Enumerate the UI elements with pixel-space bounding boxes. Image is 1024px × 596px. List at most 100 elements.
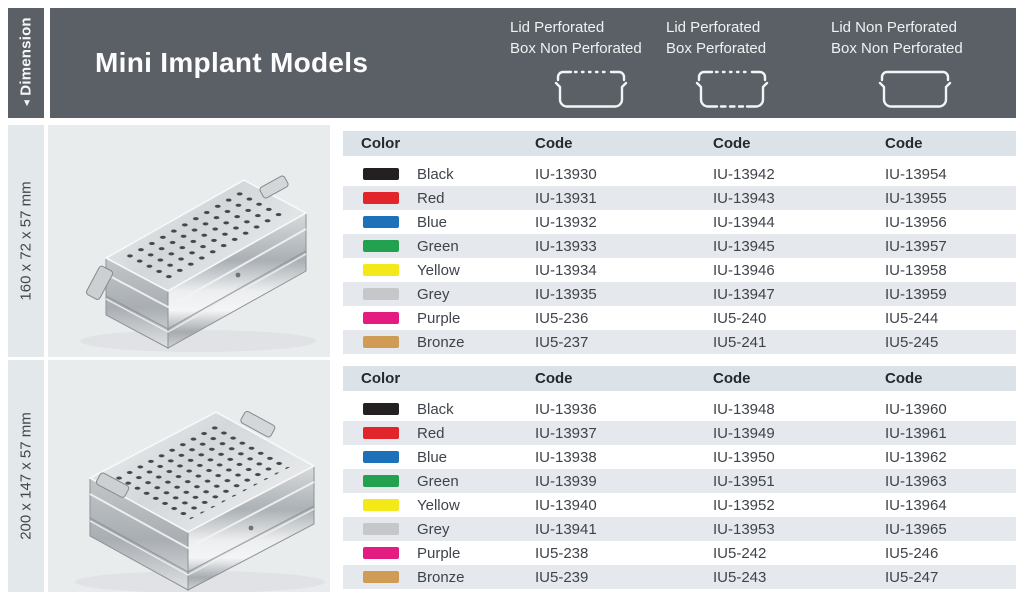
table-row: Green IU-13939 IU-13951 IU-13963 [343,469,1016,493]
color-name: Black [417,400,454,418]
color-swatch [363,571,399,583]
table-body: Black IU-13936 IU-13948 IU-13960 Red IU-… [343,397,1016,589]
code-value: IU-13950 [713,448,775,466]
dimension-tab-label: Dimension [17,17,35,96]
code-value: IU5-243 [713,568,767,586]
table-row: Black IU-13936 IU-13948 IU-13960 [343,397,1016,421]
column-header-line2: Box Non Perforated [510,40,642,57]
dimension-label: 160 x 72 x 57 mm [17,181,35,301]
column-header-code-3: Code [885,135,923,152]
table-row: Red IU-13931 IU-13943 IU-13955 [343,186,1016,210]
column-header-line2: Box Non Perforated [831,40,963,57]
code-value: IU5-245 [885,333,939,351]
code-value: IU-13933 [535,237,597,255]
code-value: IU-13956 [885,213,947,231]
code-value: IU-13935 [535,285,597,303]
color-name: Yellow [417,496,460,514]
color-name: Purple [417,309,461,327]
code-value: IU5-242 [713,544,767,562]
column-header-lid-non-perforated-box-non-perforated: Lid Non Perforated Box Non Perforated [831,17,999,110]
column-header-code-1: Code [535,135,573,152]
lid-perforated-box-non-perforated-icon [554,70,628,108]
color-cell: Yellow [343,262,535,279]
color-cell: Black [343,166,535,183]
color-cell: Black [343,401,535,418]
dimension-strip: 200 x 147 x 57 mm [8,360,44,592]
column-header-lid-perforated-box-non-perforated: Lid Perforated Box Non Perforated [510,17,672,110]
color-cell: Green [343,238,535,255]
code-value: IU5-236 [535,309,589,327]
table-row: Blue IU-13938 IU-13950 IU-13962 [343,445,1016,469]
color-name: Bronze [417,333,465,351]
color-swatch [363,240,399,252]
code-value: IU5-238 [535,544,589,562]
code-value: IU-13965 [885,520,947,538]
column-header-line1: Lid Perforated [510,19,605,36]
code-value: IU-13946 [713,261,775,279]
table-row: Purple IU5-238 IU5-242 IU5-246 [343,541,1016,565]
code-value: IU-13951 [713,472,775,490]
code-value: IU-13932 [535,213,597,231]
code-value: IU-13955 [885,189,947,207]
code-value: IU-13944 [713,213,775,231]
code-value: IU-13964 [885,496,947,514]
color-name: Purple [417,544,461,562]
color-name: Grey [417,285,450,303]
dimension-tab: ▼ Dimension [8,8,44,118]
color-swatch [363,451,399,463]
latch-right [259,175,289,199]
color-swatch [363,192,399,204]
color-name: Black [417,165,454,183]
color-cell: Bronze [343,569,535,586]
column-header-line1: Lid Perforated [666,19,761,36]
code-value: IU-13938 [535,448,597,466]
color-swatch [363,216,399,228]
column-header-line2: Box Perforated [666,40,767,57]
column-header-color: Color [361,370,401,387]
color-name: Red [417,189,445,207]
code-value: IU-13961 [885,424,947,442]
color-swatch [363,312,399,324]
code-value: IU-13948 [713,400,775,418]
code-value: IU-13962 [885,448,947,466]
code-value: IU-13937 [535,424,597,442]
code-value: IU5-237 [535,333,589,351]
code-value: IU-13930 [535,165,597,183]
down-arrow-icon: ▼ [21,98,33,110]
color-cell: Yellow [343,497,535,514]
color-name: Yellow [417,261,460,279]
table-row: Blue IU-13932 IU-13944 IU-13956 [343,210,1016,234]
product-section-160x72x57: 160 x 72 x 57 mm [0,125,1024,357]
table-row: Yellow IU-13940 IU-13952 IU-13964 [343,493,1016,517]
table-row: Yellow IU-13934 IU-13946 IU-13958 [343,258,1016,282]
column-header-code-2: Code [713,370,751,387]
table-header-row: Color Code Code Code [343,366,1016,391]
color-cell: Purple [343,545,535,562]
code-value: IU-13940 [535,496,597,514]
color-name: Green [417,237,459,255]
code-value: IU-13945 [713,237,775,255]
color-swatch [363,403,399,415]
color-swatch [363,427,399,439]
color-swatch [363,288,399,300]
table-row: Red IU-13937 IU-13949 IU-13961 [343,421,1016,445]
code-value: IU-13939 [535,472,597,490]
product-section-200x147x57: 200 x 147 x 57 mm [0,360,1024,592]
code-value: IU-13943 [713,189,775,207]
color-cell: Blue [343,449,535,466]
product-image-200x147x57 [48,360,330,592]
code-value: IU5-239 [535,568,589,586]
code-value: IU-13954 [885,165,947,183]
column-header-color: Color [361,135,401,152]
color-name: Red [417,424,445,442]
column-header-lid-perforated-box-perforated: Lid Perforated Box Perforated [666,17,798,110]
color-cell: Bronze [343,334,535,351]
table-row: Purple IU5-236 IU5-240 IU5-244 [343,306,1016,330]
code-value: IU-13934 [535,261,597,279]
code-value: IU-13959 [885,285,947,303]
code-value: IU-13942 [713,165,775,183]
product-image-160x72x57 [48,125,330,357]
table-row: Black IU-13930 IU-13942 IU-13954 [343,162,1016,186]
code-value: IU5-246 [885,544,939,562]
code-value: IU-13949 [713,424,775,442]
